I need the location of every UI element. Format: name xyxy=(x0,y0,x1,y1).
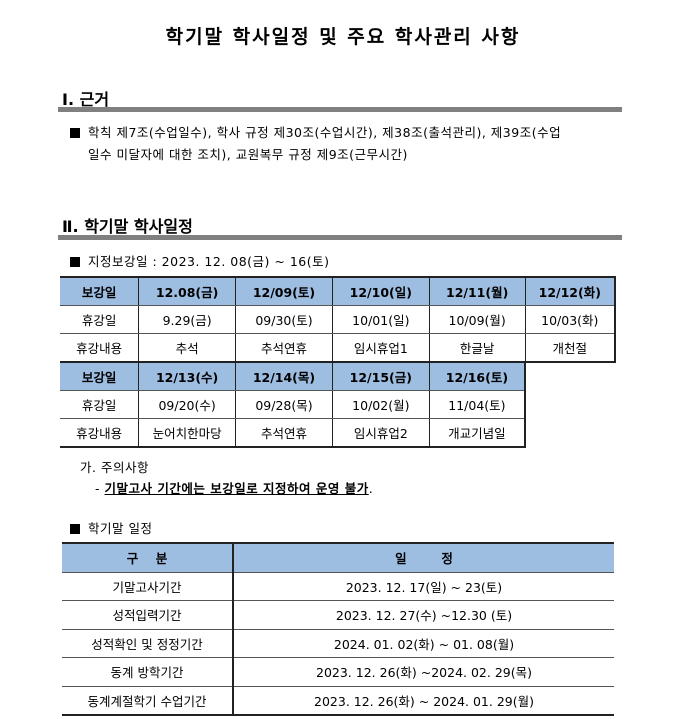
makeup-table-cell: 임시휴업1 xyxy=(331,333,430,363)
schedule-header-cell: 구 분 xyxy=(62,542,234,573)
makeup-table-row: 휴강일 09/20(수) 09/28(목) 10/02(월) 11/04(토) xyxy=(60,390,615,419)
makeup-table-cell: 한글날 xyxy=(428,333,526,363)
square-bullet-icon xyxy=(70,257,80,267)
notes-heading: 가. 주의사항 xyxy=(80,460,149,475)
makeup-table-cell: 임시휴업2 xyxy=(331,418,430,448)
makeup-table-cell: 추석 xyxy=(138,333,236,363)
schedule-row: 기말고사기간 2023. 12. 17(일) ~ 23(토) xyxy=(62,572,614,601)
makeup-table-cell: 눈어치한마당 xyxy=(138,418,236,448)
schedule-period: 2024. 01. 02(화) ~ 01. 08(월) xyxy=(232,629,614,658)
makeup-table-cell: 09/30(토) xyxy=(235,305,333,334)
section-divider xyxy=(58,235,622,240)
note-text: 기말고사 기간에는 보강일로 지정하여 운영 불가 xyxy=(104,481,369,496)
schedule-row: 성적입력기간 2023. 12. 27(수) ~12.30 (토) xyxy=(62,600,614,630)
section1-heading: Ⅰ. 근거 xyxy=(62,90,110,109)
row-label: 보강일 xyxy=(60,276,139,306)
makeup-table-cell: 추석연휴 xyxy=(235,333,333,363)
schedule-row: 동계계절학기 수업기간 2023. 12. 26(화) ~ 2024. 01. 2… xyxy=(62,686,614,716)
makeup-table-cell: 10/09(월) xyxy=(428,305,526,334)
square-bullet-icon xyxy=(70,128,80,138)
makeup-table-cell: 11/04(토) xyxy=(428,390,527,419)
row-label: 휴강내용 xyxy=(60,418,139,448)
makeup-table-cell: 12.08(금) xyxy=(138,276,236,306)
section-divider xyxy=(58,107,622,112)
basis-text-line1: 학칙 제7조(수업일수), 학사 규정 제30조(수업시간), 제38조(출석관… xyxy=(88,125,562,140)
schedule-period: 2023. 12. 26(화) ~ 2024. 01. 29(월) xyxy=(232,686,614,716)
makeup-table-cell: 12/12(화) xyxy=(524,276,616,306)
makeup-table-row: 휴강일 9.29(금) 09/30(토) 10/01(일) 10/09(월) 10/03(… xyxy=(60,305,616,334)
schedule-category: 성적확인 및 정정기간 xyxy=(62,629,234,658)
schedule-period: 2023. 12. 26(화) ~2024. 02. 29(목) xyxy=(232,657,614,687)
schedule-category: 동계계절학기 수업기간 xyxy=(62,686,234,716)
square-bullet-icon xyxy=(70,524,80,534)
makeup-table-cell: 추석연휴 xyxy=(235,418,333,448)
schedule-row: 성적확인 및 정정기간 2024. 01. 02(화) ~ 01. 08(월) xyxy=(62,629,614,658)
schedule-header-cell: 일 정 xyxy=(232,542,614,573)
section2-heading: Ⅱ. 학기말 학사일정 xyxy=(62,217,193,236)
makeup-table-cell: 9.29(금) xyxy=(138,305,236,334)
empty-cell xyxy=(525,418,615,447)
makeup-table-cell: 개천절 xyxy=(524,333,616,363)
makeup-table-row: 휴강내용 추석 추석연휴 임시휴업1 한글날 개천절 xyxy=(60,333,616,363)
schedule-category: 성적입력기간 xyxy=(62,600,234,630)
makeup-table-cell: 12/15(금) xyxy=(331,361,430,391)
note-item: - 기말고사 기간에는 보강일로 지정하여 운영 불가. xyxy=(95,478,373,497)
makeup-intro-text: 지정보강일 : 2023. 12. 08(금) ~ 16(토) xyxy=(88,254,330,269)
basis-text-line2: 일수 미달자에 대한 조치), 교원복무 규정 제9조(근무시간) xyxy=(88,147,408,162)
document-title: 학기말 학사일정 및 주요 학사관리 사항 xyxy=(165,26,521,48)
makeup-table-row: 휴강내용 눈어치한마당 추석연휴 임시휴업2 개교기념일 xyxy=(60,418,615,448)
makeup-table-cell: 12/10(일) xyxy=(331,276,430,306)
makeup-intro: 지정보강일 : 2023. 12. 08(금) ~ 16(토) xyxy=(70,251,330,270)
row-label: 휴강내용 xyxy=(60,333,139,363)
makeup-table-cell: 12/13(수) xyxy=(138,361,236,391)
makeup-table-cell: 12/16(토) xyxy=(428,361,527,391)
schedule-intro: 학기말 일정 xyxy=(70,518,152,537)
note-dash: - xyxy=(95,481,101,496)
schedule-period: 2023. 12. 17(일) ~ 23(토) xyxy=(232,572,614,601)
schedule-row: 동계 방학기간 2023. 12. 26(화) ~2024. 02. 29(목) xyxy=(62,657,614,687)
row-label: 보강일 xyxy=(60,361,139,391)
makeup-table-cell: 09/20(수) xyxy=(138,390,236,419)
empty-cell xyxy=(525,362,615,391)
makeup-table-cell: 10/01(일) xyxy=(331,305,430,334)
schedule-intro-text: 학기말 일정 xyxy=(88,521,153,536)
makeup-table-cell: 12/14(목) xyxy=(235,361,333,391)
empty-cell xyxy=(525,390,615,419)
schedule-period: 2023. 12. 27(수) ~12.30 (토) xyxy=(232,600,614,630)
makeup-table-cell: 개교기념일 xyxy=(428,418,527,448)
makeup-table-cell: 10/02(월) xyxy=(331,390,430,419)
schedule-category: 동계 방학기간 xyxy=(62,657,234,687)
makeup-table-cell: 10/03(화) xyxy=(524,305,616,334)
basis-bullet: 학칙 제7조(수업일수), 학사 규정 제30조(수업시간), 제38조(출석관… xyxy=(70,122,561,141)
note-period: . xyxy=(368,481,374,496)
schedule-category: 기말고사기간 xyxy=(62,572,234,601)
makeup-table-cell: 12/11(월) xyxy=(428,276,526,306)
makeup-table-cell: 09/28(목) xyxy=(235,390,333,419)
makeup-table: 보강일 12.08(금) 12/09(토) 12/10(일) 12/11(월) 12/12… xyxy=(60,276,616,448)
makeup-table-row: 보강일 12.08(금) 12/09(토) 12/10(일) 12/11(월) 12/12… xyxy=(60,276,616,306)
row-label: 휴강일 xyxy=(60,305,139,334)
makeup-table-row: 보강일 12/13(수) 12/14(목) 12/15(금) 12/16(토) xyxy=(60,361,615,391)
row-label: 휴강일 xyxy=(60,390,139,419)
makeup-table-cell: 12/09(토) xyxy=(235,276,333,306)
